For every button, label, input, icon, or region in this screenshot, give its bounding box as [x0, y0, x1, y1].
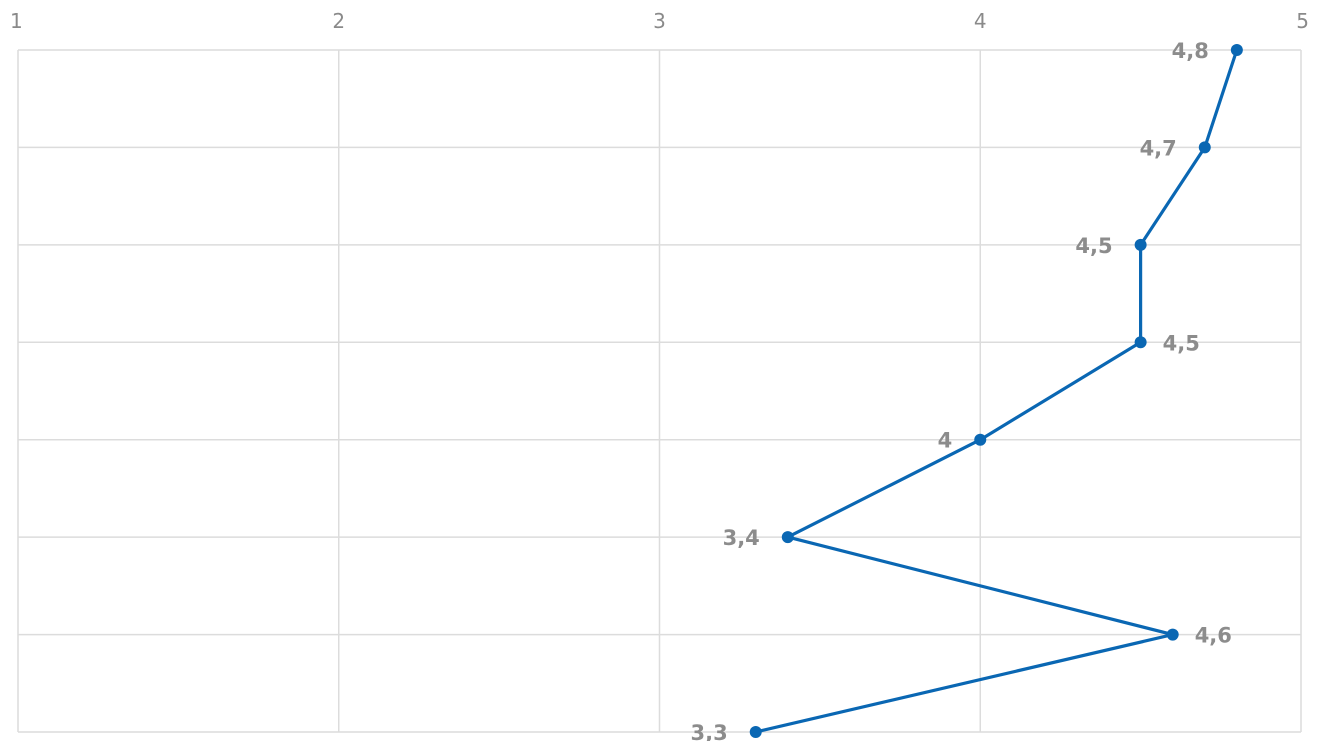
data-label: 3,3 — [691, 721, 728, 741]
data-point — [1198, 141, 1211, 154]
data-point — [1166, 628, 1179, 641]
data-point — [1134, 238, 1147, 251]
data-label: 4,7 — [1140, 136, 1177, 160]
series — [749, 44, 1243, 738]
data-point — [1134, 336, 1147, 349]
data-point — [974, 433, 987, 446]
x-axis-ticks: 1 2 3 4 5 — [10, 9, 1309, 33]
grid — [17, 49, 1302, 733]
data-labels: 4,8 4,7 4,5 4,5 4 3,4 4,6 3,3 — [691, 39, 1232, 741]
x-tick-label: 4 — [974, 9, 987, 33]
data-label: 4,5 — [1075, 234, 1112, 258]
x-tick-label: 3 — [653, 9, 666, 33]
data-label: 4,6 — [1195, 624, 1232, 648]
data-label: 4 — [938, 429, 953, 453]
data-point — [749, 726, 762, 738]
data-label: 4,8 — [1172, 39, 1209, 63]
x-tick-label: 2 — [332, 9, 345, 33]
data-label: 4,5 — [1163, 331, 1200, 355]
data-label: 3,4 — [723, 526, 760, 550]
x-tick-label: 5 — [1296, 9, 1309, 33]
data-point — [781, 531, 794, 544]
data-point — [1230, 44, 1243, 56]
x-tick-label: 1 — [10, 9, 23, 33]
series-line — [755, 49, 1239, 734]
